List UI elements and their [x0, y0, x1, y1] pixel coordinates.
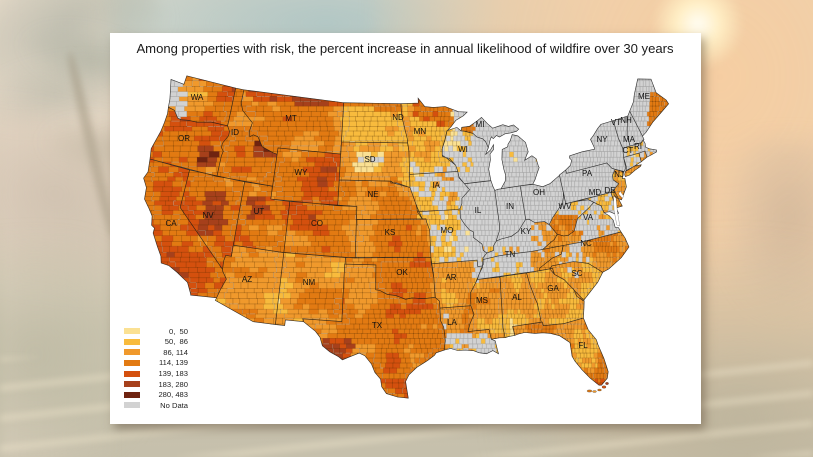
svg-text:NC: NC: [580, 239, 592, 248]
svg-text:MS: MS: [476, 296, 488, 305]
svg-text:NE: NE: [367, 190, 378, 199]
svg-text:RI: RI: [634, 142, 642, 151]
svg-text:SD: SD: [364, 155, 375, 164]
svg-text:NH: NH: [620, 116, 632, 125]
svg-text:NY: NY: [596, 135, 608, 144]
svg-text:KY: KY: [521, 227, 532, 236]
svg-text:MI: MI: [476, 120, 485, 129]
svg-text:TN: TN: [505, 250, 516, 259]
svg-text:VT: VT: [611, 118, 621, 127]
svg-text:MO: MO: [441, 226, 454, 235]
svg-text:OH: OH: [533, 188, 545, 197]
svg-text:GA: GA: [547, 284, 559, 293]
svg-text:AR: AR: [445, 273, 456, 282]
svg-text:NV: NV: [202, 211, 214, 220]
svg-text:MD: MD: [589, 188, 602, 197]
svg-text:FL: FL: [578, 341, 588, 350]
svg-text:MT: MT: [285, 114, 297, 123]
svg-text:AZ: AZ: [242, 275, 252, 284]
svg-text:LA: LA: [447, 318, 457, 327]
svg-text:CA: CA: [165, 219, 177, 228]
svg-text:NM: NM: [303, 278, 316, 287]
svg-text:MN: MN: [414, 127, 427, 136]
svg-text:NJ: NJ: [614, 170, 624, 179]
svg-text:SC: SC: [571, 269, 582, 278]
svg-text:WA: WA: [191, 93, 204, 102]
svg-text:DE: DE: [604, 186, 615, 195]
svg-text:ME: ME: [638, 92, 650, 101]
svg-text:VA: VA: [583, 213, 594, 222]
svg-text:KS: KS: [385, 228, 396, 237]
svg-text:ID: ID: [231, 128, 239, 137]
svg-text:IA: IA: [432, 181, 440, 190]
svg-text:CO: CO: [311, 219, 323, 228]
svg-text:ND: ND: [392, 113, 404, 122]
svg-text:AL: AL: [512, 293, 522, 302]
svg-text:IL: IL: [475, 206, 482, 215]
svg-text:WV: WV: [559, 202, 573, 211]
svg-text:PA: PA: [582, 169, 593, 178]
svg-text:OR: OR: [178, 134, 190, 143]
svg-text:TX: TX: [372, 321, 383, 330]
svg-text:IN: IN: [506, 202, 514, 211]
svg-text:OK: OK: [396, 268, 408, 277]
svg-text:CT: CT: [623, 146, 634, 155]
svg-text:MA: MA: [623, 135, 636, 144]
svg-text:WI: WI: [458, 145, 468, 154]
svg-text:UT: UT: [254, 207, 265, 216]
svg-text:WY: WY: [295, 168, 309, 177]
